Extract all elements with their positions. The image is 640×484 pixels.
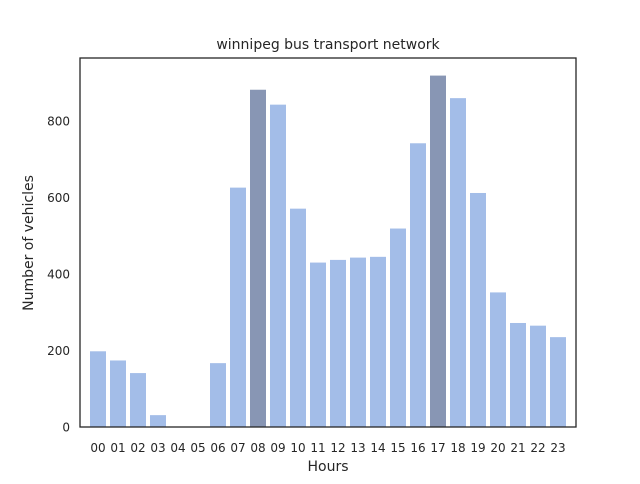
y-tick-label-600: 600	[47, 191, 70, 205]
x-tick-label-15: 15	[390, 441, 405, 455]
x-tick-label-17: 17	[430, 441, 445, 455]
y-axis-ticks: 0 200 400 600 800	[47, 115, 70, 435]
bar-group	[90, 75, 566, 428]
bar-01	[110, 360, 126, 427]
x-axis-label: Hours	[307, 459, 348, 475]
x-tick-label-03: 03	[150, 441, 165, 455]
bar-12	[330, 259, 346, 427]
x-tick-label-05: 05	[190, 441, 205, 455]
bar-23	[550, 337, 566, 427]
x-tick-label-13: 13	[350, 441, 365, 455]
x-tick-label-14: 14	[370, 441, 385, 455]
bar-21	[510, 322, 526, 427]
x-tick-label-23: 23	[550, 441, 565, 455]
bar-02	[130, 373, 146, 427]
x-tick-label-04: 04	[170, 441, 185, 455]
x-tick-label-10: 10	[290, 441, 305, 455]
bar-20	[490, 292, 506, 427]
x-tick-label-21: 21	[510, 441, 525, 455]
x-axis-ticks: 00 01 02 03 04 05 06 07 08 09 10 11 12 13 14 15 16 17 18 19…	[90, 441, 565, 455]
bar-16	[410, 143, 426, 428]
x-tick-label-12: 12	[330, 441, 345, 455]
y-tick-label-800: 800	[47, 115, 70, 129]
bar-11	[310, 262, 326, 427]
x-tick-label-09: 09	[270, 441, 285, 455]
bar-10	[290, 208, 306, 427]
x-tick-label-01: 01	[110, 441, 125, 455]
y-tick-label-400: 400	[47, 268, 70, 282]
x-tick-label-22: 22	[530, 441, 545, 455]
bar-22	[530, 325, 546, 427]
x-tick-label-18: 18	[450, 441, 465, 455]
bar-00	[90, 351, 106, 427]
x-tick-label-02: 02	[130, 441, 145, 455]
bar-03	[150, 415, 166, 427]
bar-09	[270, 104, 286, 427]
bar-17	[430, 75, 446, 428]
bar-08	[250, 89, 266, 427]
x-tick-label-19: 19	[470, 441, 485, 455]
bar-18	[450, 98, 466, 427]
bar-14	[370, 256, 386, 427]
bar-13	[350, 257, 366, 427]
x-tick-label-08: 08	[250, 441, 265, 455]
bar-15	[390, 228, 406, 427]
plot-frame	[79, 57, 577, 428]
bar-07	[230, 187, 246, 427]
x-tick-label-20: 20	[490, 441, 505, 455]
x-tick-label-06: 06	[210, 441, 225, 455]
x-tick-label-16: 16	[410, 441, 425, 455]
y-tick-label-200: 200	[47, 344, 70, 358]
x-tick-label-11: 11	[310, 441, 325, 455]
chart-title: winnipeg bus transport network	[216, 37, 440, 53]
x-tick-label-00: 00	[90, 441, 105, 455]
bar-19	[470, 192, 486, 427]
x-tick-label-07: 07	[230, 441, 245, 455]
y-axis-label: Number of vehicles	[21, 175, 37, 311]
bar-06	[210, 363, 226, 427]
y-tick-label-0: 0	[62, 421, 70, 435]
